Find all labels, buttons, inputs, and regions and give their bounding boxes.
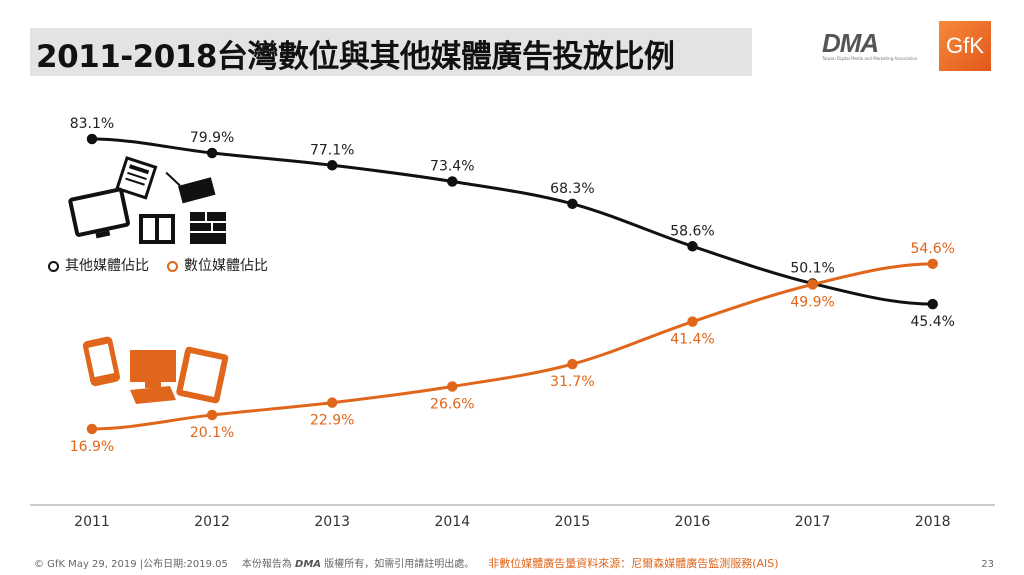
desktop-computer-icon [130,350,176,404]
dma-small-logo: DMA [295,559,322,570]
data-point [927,258,938,270]
data-point [567,198,578,210]
data-point [206,409,218,421]
data-label: 22.9% [310,413,354,429]
x-tick-label: 2014 [434,514,470,530]
data-label: 79.9% [190,130,234,146]
legend: 其他媒體佔比 數位媒體佔比 [48,255,268,275]
data-point [927,298,938,310]
data-point [86,423,98,435]
legend-marker-icon [167,260,178,272]
data-label: 83.1% [70,116,114,132]
data-label: 77.1% [310,142,354,158]
billboard-icon [190,212,226,244]
data-point [206,147,218,159]
data-label: 49.9% [790,294,834,310]
tv-icon [68,187,130,239]
series-line-0 [91,137,933,306]
page-number: 23 [981,559,994,570]
x-tick-label: 2011 [74,514,110,530]
data-label: 58.6% [670,223,714,239]
x-tick-label: 2015 [555,514,591,530]
tablet-icon [176,346,229,404]
data-label: 73.4% [430,158,474,174]
data-label: 45.4% [910,314,954,330]
page-title: 2011-2018台灣數位與其他媒體廣告投放比例 [36,39,675,75]
data-point [447,381,458,392]
data-label: 41.4% [670,332,714,348]
data-label: 16.9% [70,439,114,455]
x-tick-label: 2018 [915,514,951,530]
traditional-media-icons [68,156,226,244]
legend-marker-icon [48,260,59,272]
x-tick-label: 2012 [194,514,230,530]
legend-item-other: 其他媒體佔比 [48,255,149,275]
title-background [30,28,752,76]
data-label: 31.7% [550,374,594,390]
legend-item-digital: 數位媒體佔比 [167,255,268,275]
data-label: 50.1% [790,261,834,277]
x-tick-label: 2013 [314,514,350,530]
x-tick-label: 2017 [795,514,831,530]
data-label: 54.6% [910,241,954,257]
x-tick-label: 2016 [675,514,711,530]
data-point [447,176,458,187]
dma-logo: DMA Taiwan Digital Media and Marketing As… [822,28,918,61]
footer-source: 非數位媒體廣告量資料來源：尼爾森媒體廣告監測服務(AIS) [488,557,779,570]
data-point [687,241,698,252]
footer: © GfK May 29, 2019 |公布日期:2019.05 本份報告為 D… [34,555,994,571]
series-line-1 [91,262,933,431]
data-point [807,279,818,290]
data-point [326,160,338,171]
data-label: 20.1% [190,425,234,441]
smartphone-icon [82,336,120,387]
newspaper-icon [115,156,158,200]
data-point [86,133,98,145]
data-point [567,358,578,370]
data-label: 26.6% [430,396,474,412]
gfk-logo: GfK [939,21,991,71]
data-point [326,397,338,408]
footer-copyright: © GfK May 29, 2019 |公布日期:2019.05 [34,559,228,570]
footer-notice: 本份報告為 DMA 版權所有，如需引用請註明出處。 [241,559,475,570]
data-point [687,316,698,327]
data-label: 68.3% [550,181,594,197]
magazine-icon [139,214,175,244]
digital-media-icons [82,336,229,404]
radio-icon [165,171,216,204]
